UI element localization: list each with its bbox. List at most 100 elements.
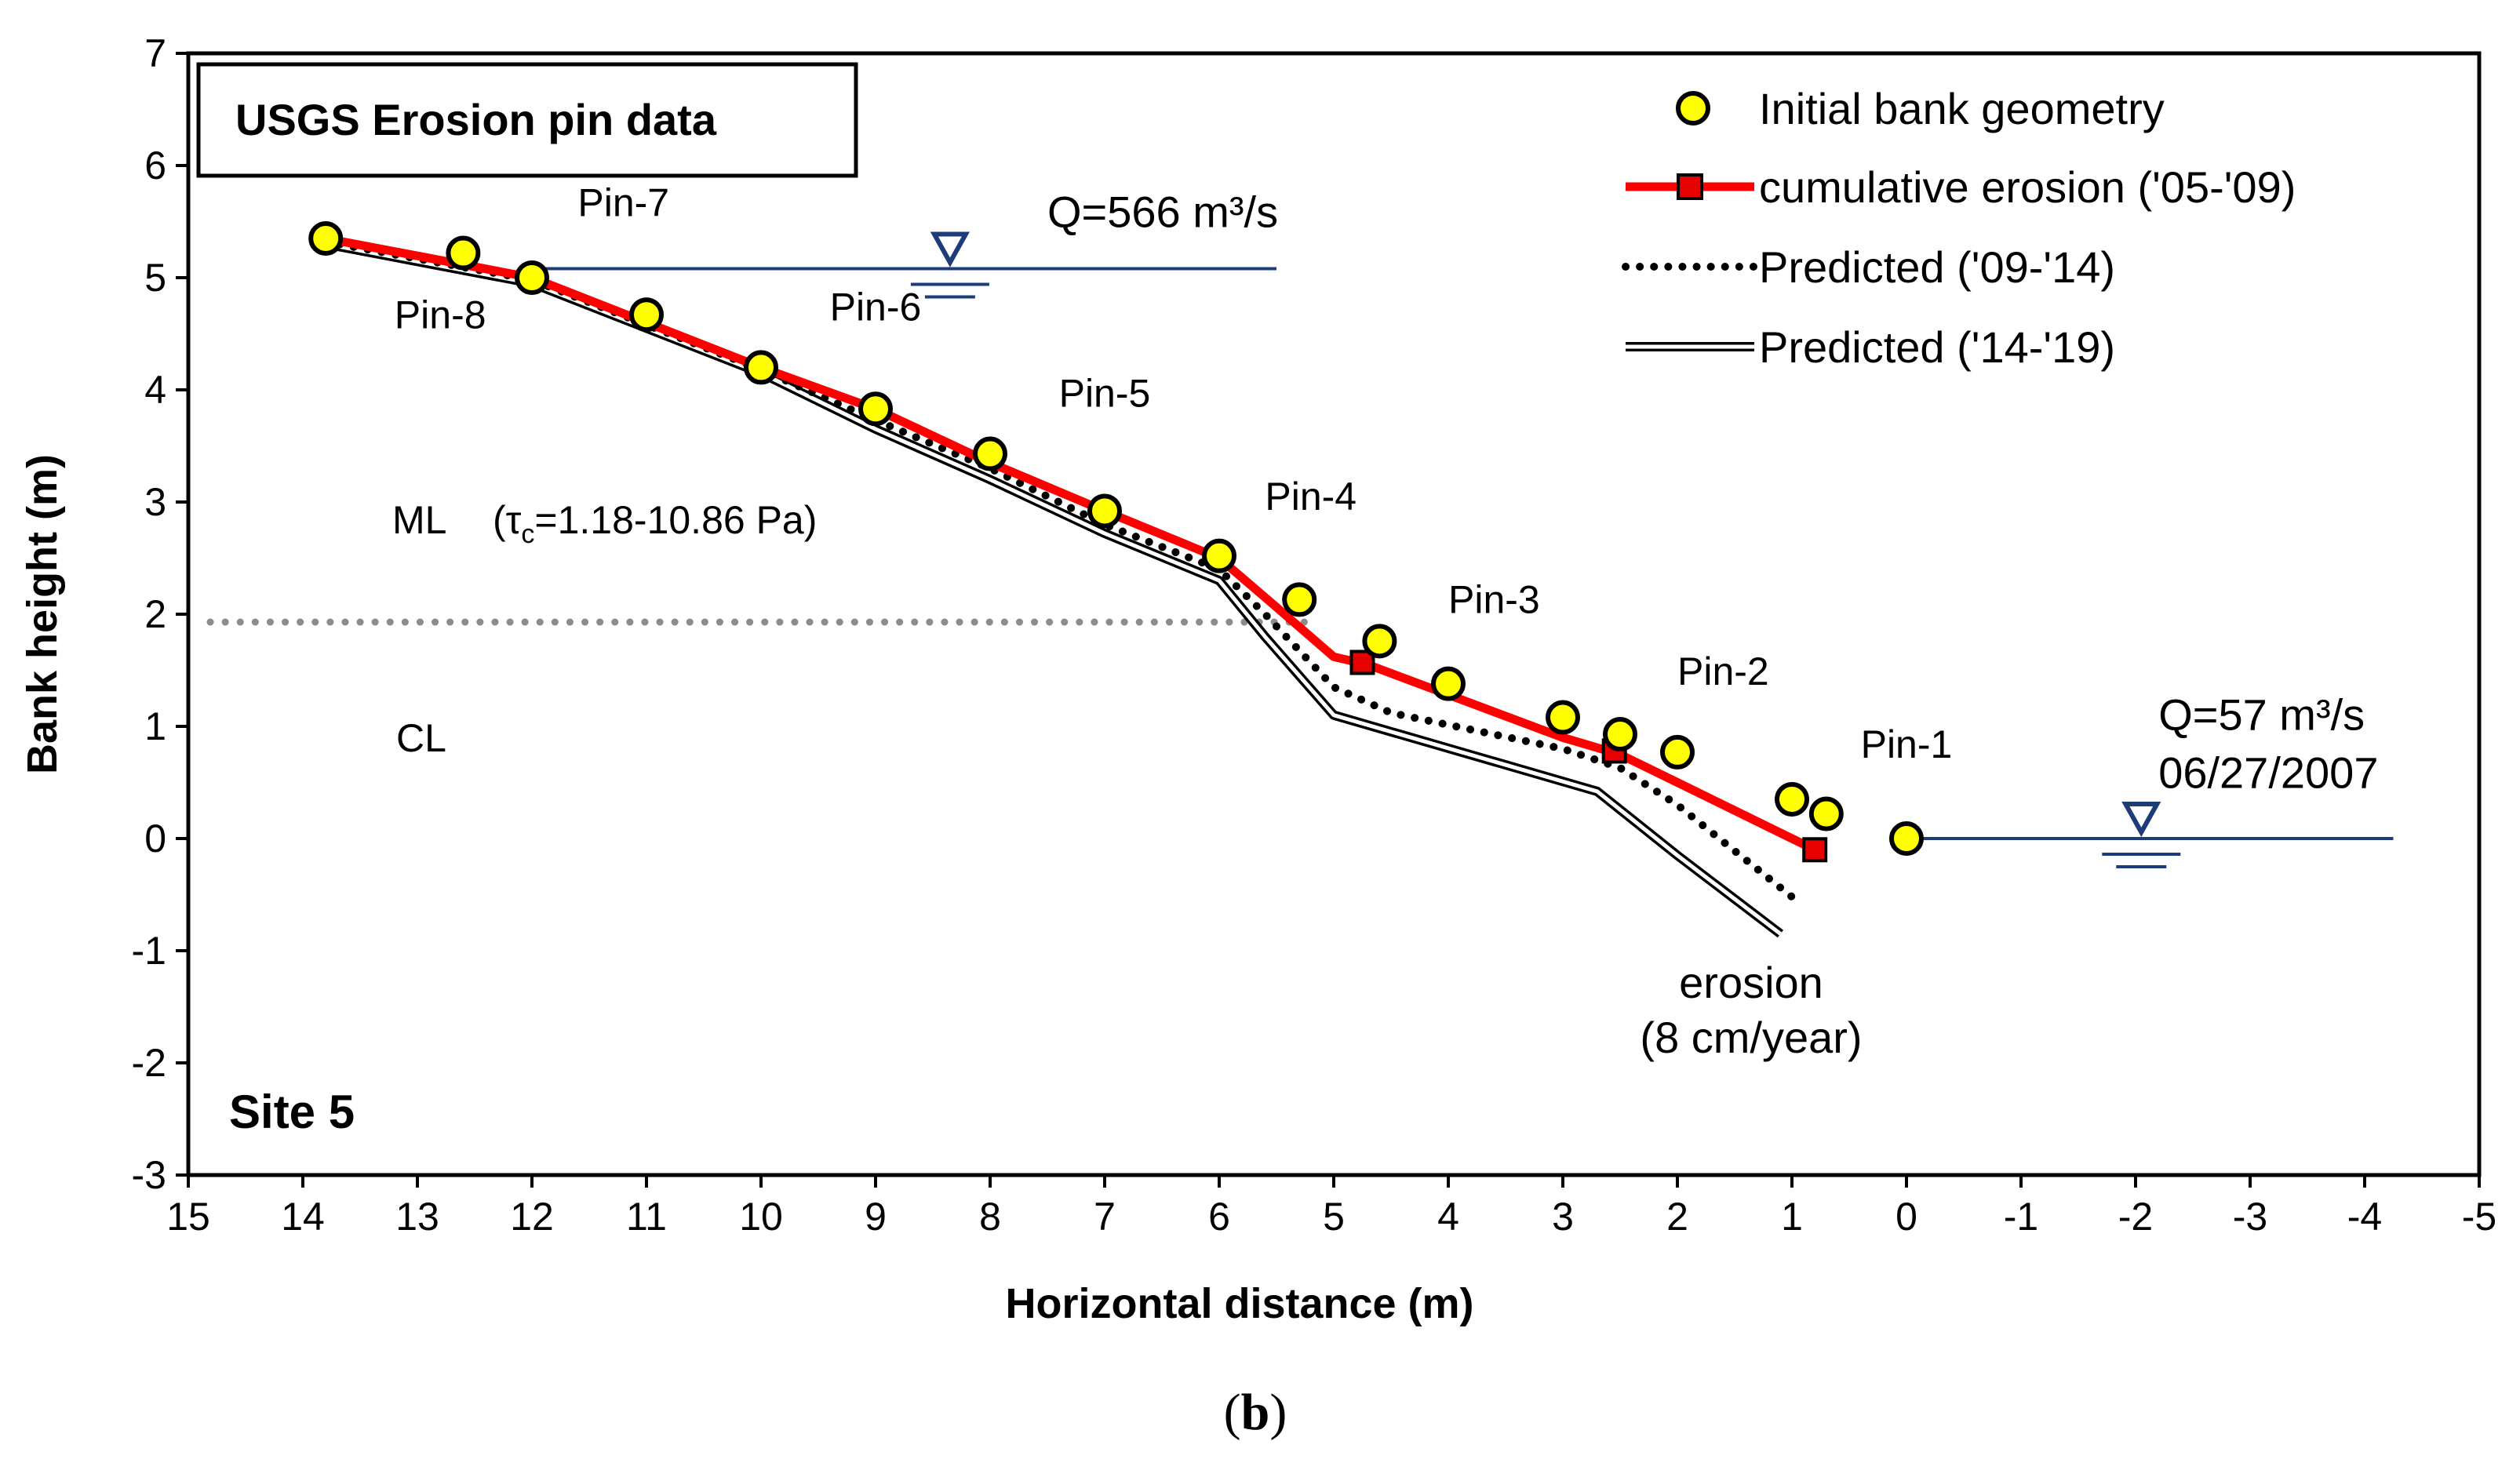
initial-bank-point: [1775, 781, 1809, 817]
tau-prefix: (τ: [493, 498, 522, 542]
water-level-marker: [930, 231, 970, 267]
legend-predicted-09-14: Predicted ('09-'14): [1622, 242, 2115, 292]
pin-label: Pin-2: [1677, 649, 1769, 693]
y-tick-label: -3: [132, 1153, 166, 1197]
discharge-date: 06/27/2007: [2158, 748, 2378, 797]
x-tick-label: 3: [1552, 1195, 1574, 1239]
initial-bank-point: [1282, 582, 1317, 617]
x-tick-label: -4: [2347, 1195, 2382, 1239]
marker-layer: [308, 220, 1924, 863]
caption-close: ): [1269, 1384, 1287, 1441]
x-tick-label: 5: [1323, 1195, 1345, 1239]
tau-subscript: c: [521, 519, 534, 549]
pin-label: Pin-6: [830, 285, 922, 329]
predicted-14-19-line-inner: [325, 242, 1782, 936]
labels-layer: Pin-8 Pin-7 Pin-6 Pin-5 Pin-4 Pin-3 Pin-2 Pin-1: [395, 180, 1953, 766]
title-frame: [196, 62, 858, 178]
y-tick-label: 6: [144, 144, 166, 187]
initial-bank-point: [744, 350, 778, 385]
ml-label: ML: [392, 498, 446, 542]
cl-label: CL: [396, 716, 446, 760]
title-box: USGS Erosion pin data: [196, 62, 858, 178]
legend-predicted-09-14-label: Predicted ('09-'14): [1759, 242, 2115, 292]
x-tick-label: 13: [395, 1195, 439, 1239]
initial-bank-point: [1660, 734, 1695, 770]
legend-cumulative-marker: [1677, 173, 1703, 200]
legend-initial-label: Initial bank geometry: [1759, 84, 2165, 133]
initial-bank-point: [1808, 796, 1844, 831]
legend-cumulative: cumulative erosion ('05-'09): [1626, 162, 2296, 212]
x-tick-label: -5: [2462, 1195, 2496, 1239]
cumulative-erosion-marker: [1802, 837, 1828, 863]
legend-initial-marker: [1676, 91, 1710, 126]
water-level-marker: [2121, 802, 2161, 838]
y-tick-label: -1: [132, 929, 166, 973]
initial-bank-point: [515, 260, 549, 295]
site-label: Site 5: [229, 1086, 355, 1138]
x-tick-label: 6: [1208, 1195, 1230, 1239]
cumulative-erosion-line: [321, 234, 1819, 854]
y-tick-label: 7: [144, 31, 166, 75]
legend: Initial bank geometry cumulative erosion…: [1622, 84, 2296, 372]
pin-label: Pin-3: [1448, 578, 1540, 622]
legend-initial: Initial bank geometry: [1676, 84, 2165, 133]
y-tick-label: -2: [132, 1041, 166, 1085]
plot-area: [186, 51, 2482, 1177]
y-tick-label: 1: [144, 704, 166, 748]
x-tick-label: 14: [281, 1195, 325, 1239]
x-tick-label: 2: [1666, 1195, 1688, 1239]
initial-bank-point: [629, 297, 664, 333]
pin-label: Pin-5: [1059, 371, 1151, 415]
initial-bank-point: [1889, 821, 1924, 856]
predicted-09-14-line: [322, 238, 1796, 901]
y-tick-label: 2: [144, 592, 166, 636]
x-tick-label: 12: [510, 1195, 554, 1239]
caption-letter: b: [1241, 1384, 1270, 1441]
x-tick-label: 8: [979, 1195, 1001, 1239]
x-tick-label: -2: [2118, 1195, 2153, 1239]
initial-bank-point: [858, 391, 893, 427]
tau-suffix: =1.18-10.86 Pa): [534, 498, 817, 542]
erosion-rate-label: (8 cm/year): [1640, 1013, 1862, 1062]
y-tick-label: 4: [144, 368, 166, 412]
initial-bank-point: [308, 220, 344, 256]
y-tick-label: 3: [144, 480, 166, 524]
x-tick-label: 1: [1781, 1195, 1803, 1239]
legend-predicted-14-19-label: Predicted ('14-'19): [1759, 322, 2115, 372]
x-tick-label: 7: [1094, 1195, 1116, 1239]
pin-label: Pin-1: [1861, 722, 1953, 766]
legend-cumulative-label: cumulative erosion ('05-'09): [1759, 162, 2296, 212]
series-layer: [321, 234, 1819, 938]
erosion-label: erosion: [1679, 958, 1823, 1007]
ticks-layer: 15 14 13 12 11 10 9 8 7 6 5 4 3 2 1 0 -1 -2 -3 -4 -576543210…: [132, 31, 2497, 1239]
pin-label: Pin-7: [577, 180, 669, 224]
initial-bank-point: [1362, 624, 1397, 659]
x-tick-label: 4: [1437, 1195, 1459, 1239]
x-axis-title: Horizontal distance (m): [1005, 1280, 1473, 1327]
x-tick-label: 10: [739, 1195, 783, 1239]
x-tick-label: 0: [1895, 1195, 1917, 1239]
x-tick-label: 9: [865, 1195, 887, 1239]
initial-bank-point: [1431, 666, 1466, 701]
x-tick-label: -3: [2233, 1195, 2267, 1239]
figure-caption: (b): [1224, 1384, 1287, 1441]
initial-bank-point: [1202, 538, 1236, 573]
discharge-label: Q=57 m³/s: [2158, 689, 2365, 739]
x-tick-label: -1: [2004, 1195, 2038, 1239]
initial-bank-point: [1603, 717, 1637, 752]
x-tick-label: 15: [166, 1195, 210, 1239]
initial-bank-point: [1546, 700, 1580, 735]
caption-open: (: [1224, 1384, 1241, 1441]
chart-title: USGS Erosion pin data: [235, 95, 717, 144]
x-tick-label: 11: [626, 1195, 667, 1239]
legend-predicted-14-19: Predicted ('14-'19): [1626, 322, 2115, 372]
initial-bank-point: [1087, 493, 1122, 529]
initial-bank-point: [446, 235, 481, 271]
tau-label: (τc=1.18-10.86 Pa): [493, 498, 817, 549]
water-level-layer: Q=566 m³/s Q=57 m³/s 06/27/2007: [532, 187, 2394, 868]
y-axis-title: Bank height (m): [19, 454, 66, 774]
pin-label: Pin-8: [395, 293, 486, 337]
initial-bank-point: [973, 436, 1007, 471]
pin-label: Pin-4: [1265, 475, 1357, 518]
